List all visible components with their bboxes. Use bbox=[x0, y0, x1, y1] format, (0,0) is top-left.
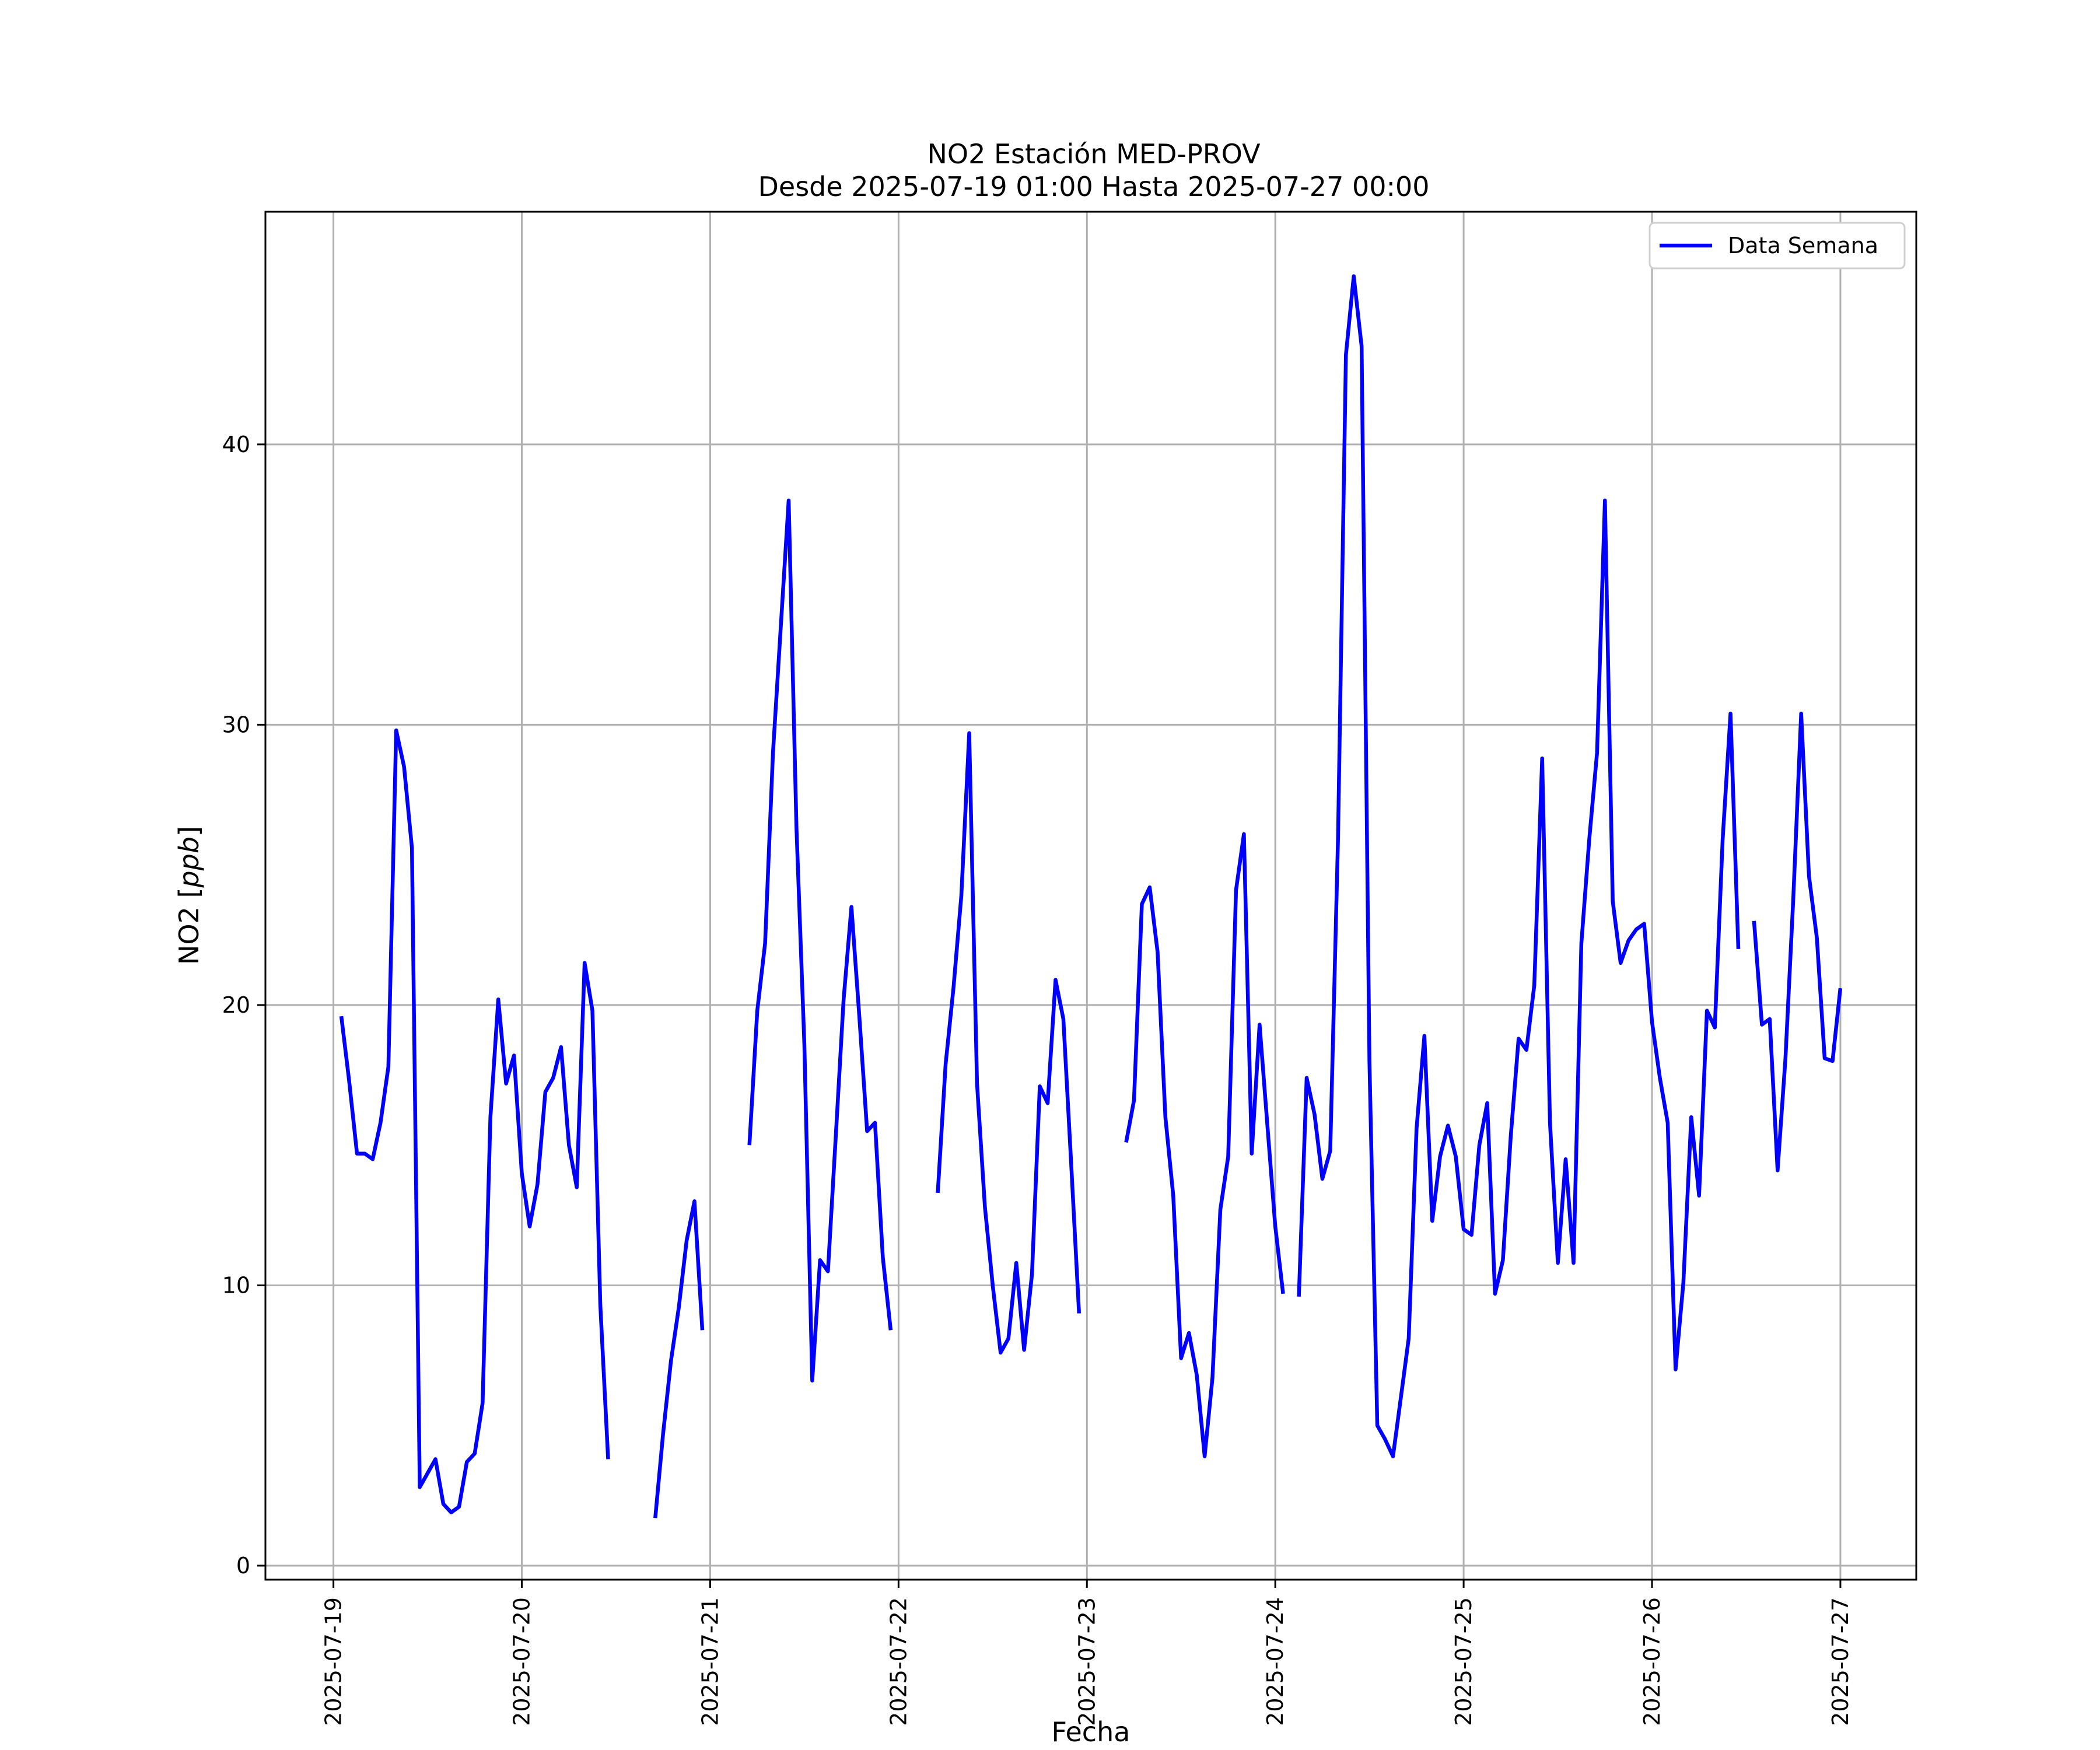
x-tick-label: 2025-07-26 bbox=[1639, 1597, 1665, 1726]
y-tick-label: 10 bbox=[222, 1272, 250, 1298]
y-axis-ticks: 0 10 20 30 40 bbox=[222, 432, 265, 1578]
legend: Data Semana bbox=[1648, 222, 1906, 270]
x-axis-ticks: 2025-07-19 2025-07-20 2025-07-21 2025-07-22… bbox=[321, 1580, 1853, 1726]
x-tick-label: 2025-07-27 bbox=[1828, 1597, 1853, 1726]
legend-box bbox=[1648, 222, 1906, 270]
series-line-segment bbox=[1124, 832, 1285, 1458]
series-data-semana bbox=[339, 274, 1843, 1518]
y-tick-label: 0 bbox=[236, 1553, 250, 1578]
series-line-segment bbox=[747, 498, 893, 1383]
chart-title: NO2 Estación MED-PROV bbox=[927, 138, 1261, 170]
chart-subtitle: Desde 2025-07-19 01:00 Hasta 2025-07-27 … bbox=[758, 171, 1429, 202]
x-tick-label: 2025-07-25 bbox=[1451, 1597, 1476, 1726]
plot-frame bbox=[264, 211, 1917, 1581]
y-tick-label: 40 bbox=[222, 432, 250, 457]
x-tick-label: 2025-07-20 bbox=[509, 1597, 535, 1726]
grid-lines bbox=[265, 212, 1916, 1580]
y-tick-label: 20 bbox=[222, 992, 250, 1018]
series-line-segment bbox=[936, 731, 1082, 1355]
series-line-segment bbox=[653, 1199, 705, 1518]
x-tick-label: 2025-07-22 bbox=[886, 1597, 911, 1726]
y-axis-label: NO2 [ppb] bbox=[173, 826, 205, 965]
x-tick-label: 2025-07-19 bbox=[321, 1597, 346, 1726]
x-axis-label: Fecha bbox=[1052, 1716, 1130, 1748]
x-tick-label: 2025-07-24 bbox=[1262, 1597, 1288, 1726]
series-line-segment bbox=[1752, 711, 1843, 1172]
series-line-segment bbox=[339, 728, 610, 1514]
y-tick-label: 30 bbox=[222, 712, 250, 737]
series-line-segment bbox=[1297, 274, 1741, 1458]
x-tick-label: 2025-07-21 bbox=[697, 1597, 723, 1726]
x-tick-label: 2025-07-23 bbox=[1074, 1597, 1100, 1726]
legend-label-data-semana: Data Semana bbox=[1728, 233, 1878, 258]
